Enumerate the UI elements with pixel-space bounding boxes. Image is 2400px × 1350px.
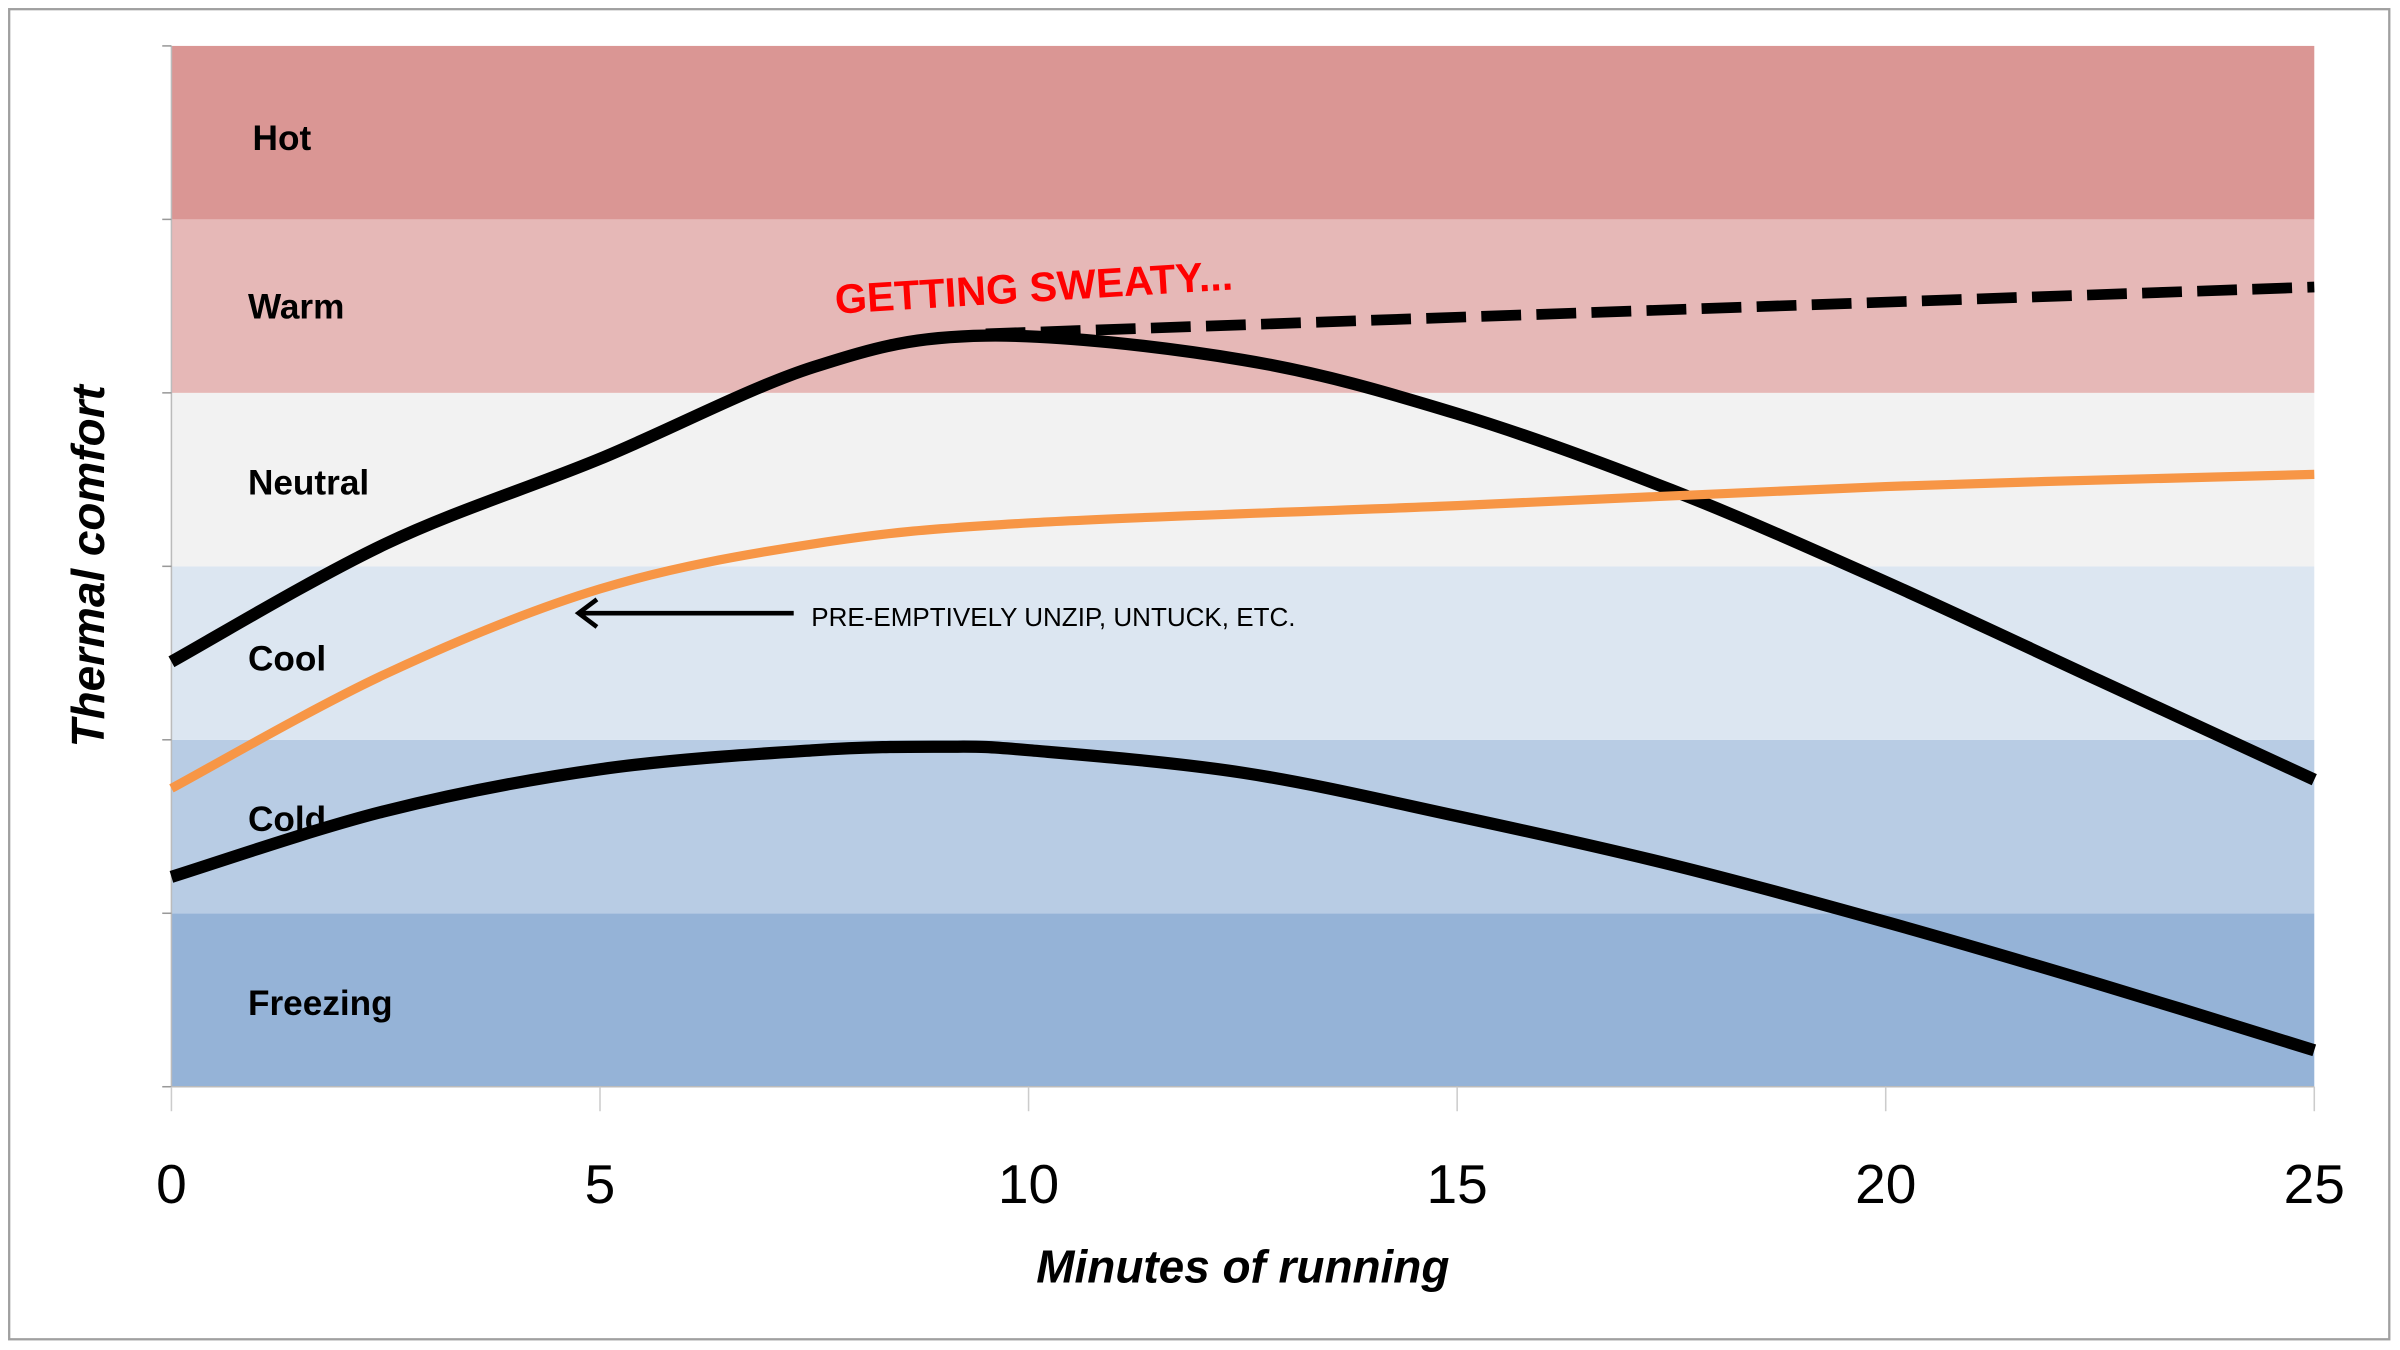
x-tick-label: 15 xyxy=(1427,1153,1488,1215)
band-label-cold: Cold xyxy=(248,800,326,839)
unzip-annotation: PRE-EMPTIVELY UNZIP, UNTUCK, ETC. xyxy=(811,602,1295,632)
x-tick-label: 20 xyxy=(1855,1153,1916,1215)
band-label-neutral: Neutral xyxy=(248,463,369,502)
band-warm xyxy=(171,219,2315,393)
band-hot xyxy=(171,45,2315,220)
x-tick-label: 10 xyxy=(998,1153,1059,1215)
band-label-hot: Hot xyxy=(253,119,312,158)
y-axis-title: Thermal comfort xyxy=(62,384,114,748)
band-label-cool: Cool xyxy=(248,639,326,678)
x-axis-title: Minutes of running xyxy=(1036,1241,1449,1293)
x-tick-label: 5 xyxy=(585,1153,616,1215)
band-freezing xyxy=(171,913,2315,1087)
series-line-0 xyxy=(168,329,2317,786)
band-label-freezing: Freezing xyxy=(248,984,393,1023)
series-line-1 xyxy=(985,281,2315,340)
band-cool xyxy=(171,566,2315,740)
band-cold xyxy=(171,739,2315,914)
x-tick-label: 25 xyxy=(2284,1153,2345,1215)
band-label-warm: Warm xyxy=(248,287,344,326)
x-tick-label: 0 xyxy=(156,1153,187,1215)
band-neutral xyxy=(171,392,2315,567)
series-line-2 xyxy=(169,469,2315,793)
arrow-head-icon xyxy=(574,597,599,629)
series-line-3 xyxy=(169,740,2317,1057)
